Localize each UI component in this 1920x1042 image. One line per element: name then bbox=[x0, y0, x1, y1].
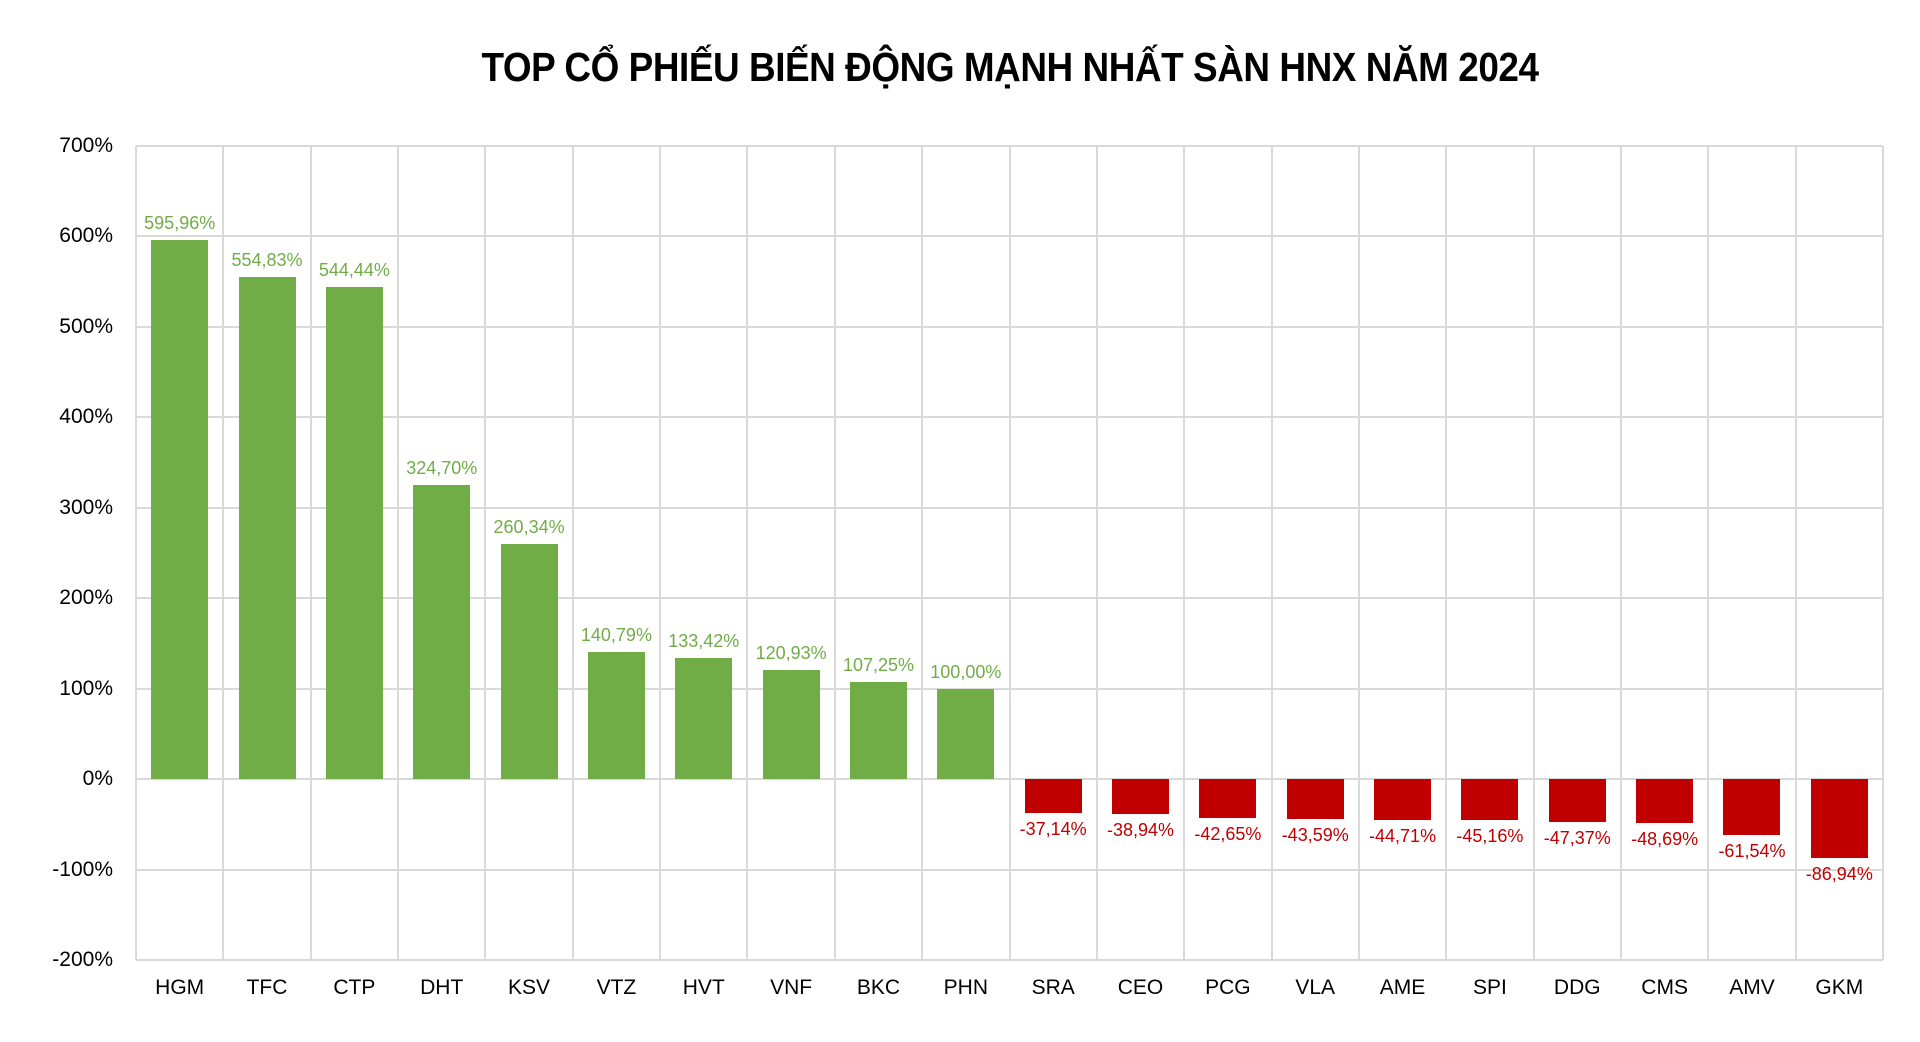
bar-hvt bbox=[675, 658, 733, 780]
x-tick-label: PHN bbox=[943, 976, 988, 999]
x-tick-label: HVT bbox=[682, 976, 725, 999]
data-label: -45,16% bbox=[1456, 825, 1524, 846]
gridline-vertical bbox=[1270, 146, 1273, 960]
bar-vnf bbox=[762, 669, 820, 780]
x-tick-label: VLA bbox=[1295, 976, 1336, 999]
data-label: -38,94% bbox=[1106, 820, 1175, 841]
gridline-vertical bbox=[659, 146, 662, 960]
data-label: 133,42% bbox=[668, 631, 740, 652]
plot-area: 595,96% 554,83% 544,44% 324,70% 260,34% 140,7… bbox=[135, 145, 1884, 961]
data-label: 324,70% bbox=[406, 458, 478, 479]
data-label: -43,59% bbox=[1281, 824, 1349, 845]
data-label: -47,37% bbox=[1543, 827, 1611, 848]
x-tick-label: CMS bbox=[1641, 976, 1688, 999]
y-tick-label: 600% bbox=[59, 224, 113, 248]
y-tick-label: 0% bbox=[82, 767, 113, 791]
gridline-vertical bbox=[1008, 146, 1011, 960]
gridline-vertical bbox=[397, 146, 400, 960]
y-tick-label: 100% bbox=[59, 676, 113, 700]
gridline-vertical bbox=[1095, 146, 1098, 960]
x-tick-label: HGM bbox=[155, 976, 205, 999]
bar-ame bbox=[1374, 779, 1432, 820]
gridline-vertical bbox=[746, 146, 749, 960]
chart-title: TOP CỔ PHIẾU BIẾN ĐỘNG MẠNH NHẤT SÀN HNX… bbox=[481, 44, 1539, 90]
x-tick-label: KSV bbox=[508, 976, 551, 999]
bar-cms bbox=[1636, 779, 1694, 824]
gridline-vertical bbox=[222, 146, 225, 960]
bar-hgm bbox=[151, 240, 209, 780]
data-label: 595,96% bbox=[144, 213, 216, 234]
gridline-vertical bbox=[1707, 146, 1710, 960]
data-label: 260,34% bbox=[493, 516, 565, 537]
bar-sra bbox=[1024, 779, 1082, 813]
gridline-vertical bbox=[1445, 146, 1448, 960]
gridline-vertical bbox=[484, 146, 487, 960]
x-tick-label: AMV bbox=[1729, 976, 1775, 999]
gridline-horizontal bbox=[136, 959, 1883, 961]
data-label: -48,69% bbox=[1631, 829, 1699, 850]
x-tick-label: AME bbox=[1379, 976, 1426, 999]
bar-spi bbox=[1461, 779, 1519, 820]
data-label: -61,54% bbox=[1718, 840, 1786, 861]
x-tick-label: SPI bbox=[1472, 976, 1507, 999]
gridline-vertical bbox=[1532, 146, 1535, 960]
x-tick-label: SRA bbox=[1031, 976, 1075, 999]
gridline-vertical bbox=[571, 146, 574, 960]
bar-gkm bbox=[1810, 779, 1868, 858]
data-label: 100,00% bbox=[930, 661, 1002, 682]
gridline-vertical bbox=[1794, 146, 1797, 960]
data-label: -37,14% bbox=[1019, 818, 1087, 839]
bar-phn bbox=[937, 688, 995, 780]
x-tick-label: CTP bbox=[333, 976, 376, 999]
gridline-vertical bbox=[1357, 146, 1360, 960]
x-tick-label: DDG bbox=[1553, 976, 1601, 999]
gridline-vertical bbox=[833, 146, 836, 960]
y-tick-label: -100% bbox=[52, 857, 113, 881]
y-tick-label: 300% bbox=[59, 495, 113, 519]
gridline-vertical bbox=[309, 146, 312, 960]
bar-bkc bbox=[849, 682, 907, 780]
bar-ksv bbox=[500, 543, 558, 780]
data-label: 544,44% bbox=[318, 259, 390, 280]
y-tick-label: 700% bbox=[59, 134, 113, 157]
bar-vla bbox=[1286, 779, 1344, 819]
x-tick-label: PCG bbox=[1205, 976, 1251, 999]
x-tick-label: VNF bbox=[770, 976, 813, 999]
gridline-vertical bbox=[1183, 146, 1186, 960]
y-tick-label: 400% bbox=[59, 405, 113, 429]
bar-ceo bbox=[1112, 779, 1170, 815]
gridline-vertical bbox=[921, 146, 924, 960]
data-label: 554,83% bbox=[231, 250, 303, 271]
gridline-vertical bbox=[1619, 146, 1622, 960]
data-label: -44,71% bbox=[1369, 825, 1437, 846]
x-tick-label: CEO bbox=[1117, 976, 1164, 999]
x-tick-label: TFC bbox=[246, 976, 288, 999]
gridline-vertical bbox=[1882, 146, 1884, 960]
y-tick-label: 200% bbox=[59, 586, 113, 610]
x-tick-label: VTZ bbox=[596, 976, 637, 999]
bar-pcg bbox=[1199, 779, 1257, 818]
x-tick-label: BKC bbox=[856, 976, 901, 999]
data-label: 120,93% bbox=[755, 642, 827, 663]
x-tick-label: GKM bbox=[1815, 976, 1864, 999]
bar-ddg bbox=[1548, 779, 1606, 822]
data-label: 107,25% bbox=[842, 655, 914, 676]
x-tick-label: DHT bbox=[420, 976, 464, 999]
data-label: -86,94% bbox=[1805, 863, 1873, 884]
data-label: -42,65% bbox=[1194, 823, 1262, 844]
y-tick-label: 500% bbox=[59, 314, 113, 338]
gridline-vertical bbox=[135, 146, 137, 960]
data-label: 140,79% bbox=[580, 624, 652, 645]
bar-ctp bbox=[325, 286, 383, 780]
bar-dht bbox=[413, 485, 471, 780]
y-tick-label: -200% bbox=[52, 948, 113, 971]
bar-vtz bbox=[587, 651, 645, 780]
bar-tfc bbox=[238, 277, 296, 780]
bar-amv bbox=[1723, 779, 1781, 835]
